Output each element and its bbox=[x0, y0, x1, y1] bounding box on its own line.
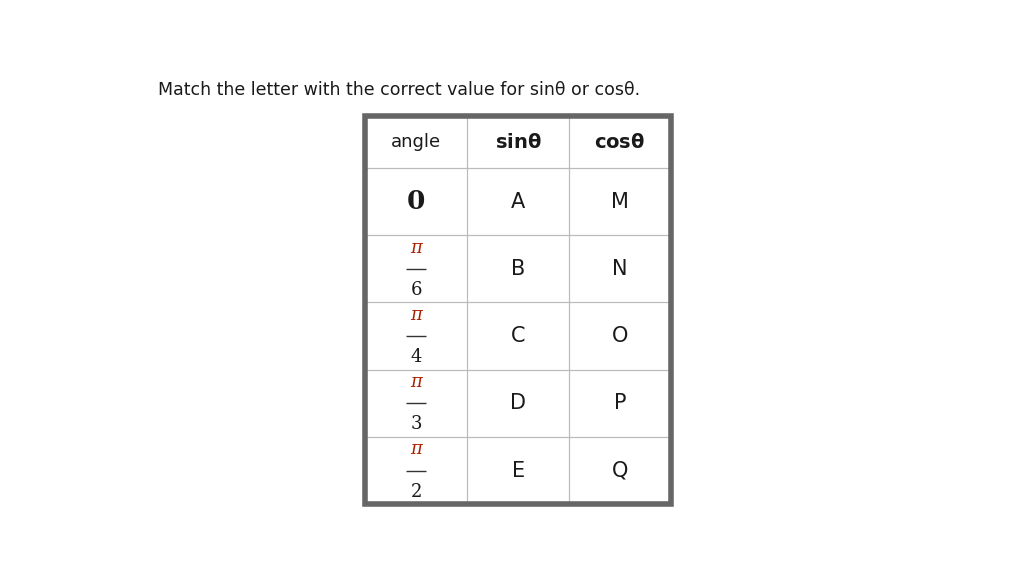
Text: O: O bbox=[612, 326, 628, 346]
Text: E: E bbox=[512, 460, 525, 481]
Text: 0: 0 bbox=[407, 189, 426, 214]
Bar bbox=[467, 116, 569, 168]
Bar bbox=[569, 116, 671, 168]
Text: M: M bbox=[611, 192, 629, 211]
Bar bbox=[467, 168, 569, 235]
Text: Q: Q bbox=[612, 460, 628, 481]
Text: C: C bbox=[511, 326, 526, 346]
Text: D: D bbox=[511, 393, 526, 413]
Bar bbox=[467, 437, 569, 504]
Bar bbox=[365, 116, 467, 168]
Bar bbox=[569, 168, 671, 235]
Bar bbox=[365, 370, 467, 437]
Text: 4: 4 bbox=[410, 348, 422, 366]
Bar bbox=[467, 302, 569, 370]
Text: π: π bbox=[410, 306, 423, 324]
Text: $\mathbf{sin\theta}$: $\mathbf{sin\theta}$ bbox=[494, 133, 542, 152]
Text: B: B bbox=[511, 259, 526, 279]
Bar bbox=[569, 370, 671, 437]
Text: 2: 2 bbox=[410, 483, 422, 501]
Bar bbox=[365, 168, 467, 235]
Bar bbox=[365, 437, 467, 504]
Text: 6: 6 bbox=[410, 281, 422, 299]
Bar bbox=[569, 235, 671, 302]
Bar bbox=[365, 235, 467, 302]
Text: $\mathbf{cos\theta}$: $\mathbf{cos\theta}$ bbox=[594, 133, 646, 152]
Bar bbox=[569, 437, 671, 504]
Text: A: A bbox=[511, 192, 526, 211]
Bar bbox=[467, 235, 569, 302]
Text: π: π bbox=[410, 441, 423, 459]
Bar bbox=[467, 370, 569, 437]
Text: angle: angle bbox=[391, 133, 442, 151]
Text: π: π bbox=[410, 373, 423, 391]
Bar bbox=[365, 302, 467, 370]
Text: N: N bbox=[613, 259, 628, 279]
Bar bbox=[569, 302, 671, 370]
Text: 3: 3 bbox=[410, 415, 422, 434]
Text: π: π bbox=[410, 239, 423, 256]
Text: P: P bbox=[614, 393, 626, 413]
Bar bbox=[365, 116, 671, 504]
Text: Match the letter with the correct value for sinθ or cosθ.: Match the letter with the correct value … bbox=[158, 80, 640, 98]
